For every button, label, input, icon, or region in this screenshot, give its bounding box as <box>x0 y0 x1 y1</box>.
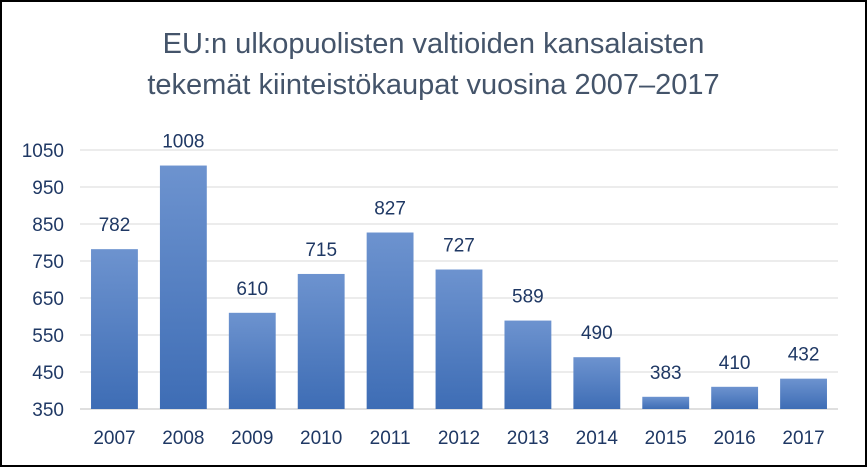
x-tick-label-2009: 2009 <box>231 428 273 449</box>
x-tick-label-2008: 2008 <box>162 428 204 449</box>
data-label-2012: 727 <box>443 236 475 257</box>
data-label-2016: 410 <box>719 353 751 374</box>
bar-2008 <box>159 165 207 409</box>
x-tick-label-2007: 2007 <box>93 428 135 449</box>
bar-2017 <box>780 378 827 409</box>
x-tick-label-2010: 2010 <box>300 428 342 449</box>
data-label-2010: 715 <box>305 240 337 261</box>
bar-2015 <box>642 396 690 409</box>
y-tick-label: 650 <box>32 289 64 310</box>
y-tick-label: 350 <box>32 400 64 421</box>
chart-title-line-1: EU:n ulkopuolisten valtioiden kansalaist… <box>162 28 705 60</box>
data-label-2013: 589 <box>512 287 544 308</box>
y-tick-label: 950 <box>32 178 64 199</box>
y-axis: 350 450 550 650 750 850 950 1050 <box>22 141 64 421</box>
bar-2014 <box>573 357 621 409</box>
x-tick-label-2011: 2011 <box>370 428 411 449</box>
x-tick-label-2012: 2012 <box>438 428 480 449</box>
y-tick-label: 750 <box>32 252 64 273</box>
x-tick-label-2015: 2015 <box>645 428 687 449</box>
x-tick-label-2013: 2013 <box>507 428 549 449</box>
chart-title: EU:n ulkopuolisten valtioiden kansalaist… <box>0 24 867 106</box>
x-tick-label-2014: 2014 <box>576 428 619 449</box>
bar-2010 <box>297 273 345 409</box>
bars <box>91 165 827 409</box>
y-tick-label: 850 <box>32 215 64 236</box>
bar-2011 <box>366 232 414 409</box>
data-label-2007: 782 <box>99 215 131 236</box>
data-label-2015: 383 <box>650 363 682 384</box>
x-tick-label-2017: 2017 <box>782 428 824 449</box>
data-label-2009: 610 <box>236 279 268 300</box>
y-tick-label: 450 <box>32 363 64 384</box>
bar-2012 <box>435 269 483 409</box>
data-label-2014: 490 <box>581 323 613 344</box>
bar-2007 <box>91 249 138 409</box>
bar-2016 <box>711 386 759 409</box>
bar-2009 <box>228 312 276 409</box>
y-tick-label: 1050 <box>22 141 64 162</box>
x-axis: 2007 2008 2009 2010 2011 2012 2013 2014 2015 2016… <box>93 428 824 449</box>
data-label-2008: 1008 <box>162 132 204 153</box>
x-tick-label-2016: 2016 <box>713 428 755 449</box>
chart-title-line-2: tekemät kiinteistökaupat vuosina 2007–20… <box>147 69 720 101</box>
data-label-2017: 432 <box>788 345 820 366</box>
bar-2013 <box>504 320 552 409</box>
data-label-2011: 827 <box>374 199 406 220</box>
data-labels: 782 1008 610 715 827 727 589 490 383 410 432 <box>99 132 820 384</box>
y-tick-label: 550 <box>32 326 64 347</box>
